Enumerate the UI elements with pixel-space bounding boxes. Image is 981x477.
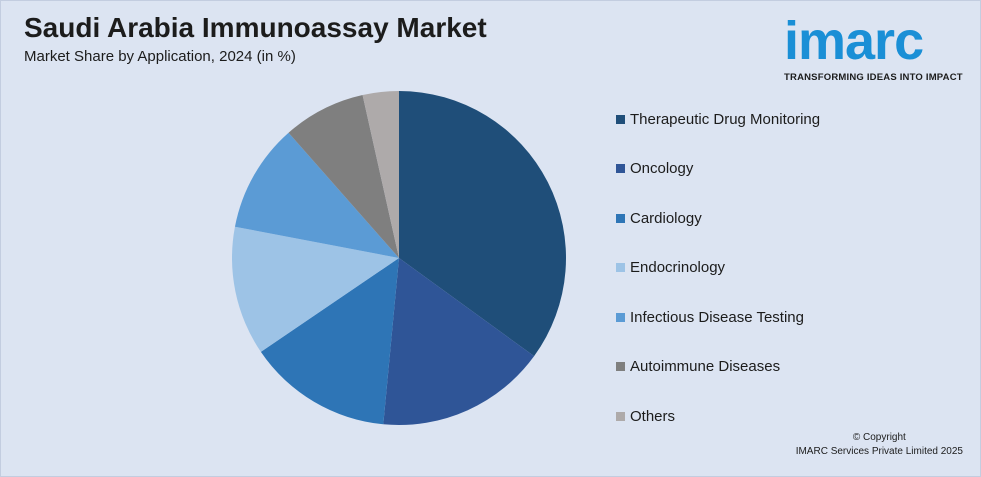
legend-label: Endocrinology — [630, 259, 726, 277]
legend-swatch — [616, 362, 625, 372]
logo-word-text: imarc — [784, 11, 924, 71]
legend-item: Oncology — [616, 158, 820, 180]
legend-label: Autoimmune Diseases — [630, 358, 781, 376]
legend-swatch — [616, 412, 625, 422]
legend-item: Autoimmune Diseases — [616, 356, 820, 378]
pie-slice-autoimmune-diseases — [288, 95, 399, 258]
legend-swatch — [616, 312, 625, 322]
legend-item: Endocrinology — [616, 257, 820, 279]
legend-label: Therapeutic Drug Monitoring — [630, 110, 821, 128]
pie-slice-others — [362, 91, 399, 258]
logo-wordmark: imarc — [784, 12, 972, 70]
pie-slice-oncology — [383, 258, 535, 425]
copyright-line-2: IMARC Services Private Limited 2025 — [795, 446, 963, 457]
legend-label: Infectious Disease Testing — [630, 308, 804, 326]
logo-tagline: TRANSFORMING IDEAS INTO IMPACT — [784, 72, 963, 83]
legend-label: Oncology — [630, 160, 694, 178]
legend-item: Cardiology — [616, 207, 820, 229]
pie-chart — [232, 91, 566, 425]
pie-slice-endocrinology — [232, 226, 399, 352]
imarc-logo: imarc TRANSFORMING IDEAS INTO IMPACT — [784, 12, 972, 83]
chart-subtitle: Market Share by Application, 2024 (in %) — [24, 48, 296, 65]
pie-slice-cardiology — [260, 258, 399, 425]
legend-item: Others — [616, 406, 820, 428]
chart-legend: Therapeutic Drug Monitoring Oncology Cardi… — [616, 108, 820, 455]
legend-swatch — [616, 164, 625, 174]
legend-label: Cardiology — [630, 209, 702, 227]
legend-swatch — [616, 114, 625, 124]
pie-slice-therapeutic-drug-monitoring — [399, 91, 566, 357]
copyright-notice: © Copyright IMARC Services Private Limit… — [796, 431, 963, 459]
legend-item: Therapeutic Drug Monitoring — [616, 108, 820, 130]
chart-title: Saudi Arabia Immunoassay Market — [24, 12, 487, 43]
legend-item: Infectious Disease Testing — [616, 306, 820, 328]
legend-swatch — [616, 263, 625, 273]
copyright-line-1: © Copyright — [852, 432, 906, 443]
legend-swatch — [616, 213, 625, 223]
legend-label: Others — [630, 408, 676, 426]
pie-slice-infectious-disease-testing — [234, 132, 399, 258]
